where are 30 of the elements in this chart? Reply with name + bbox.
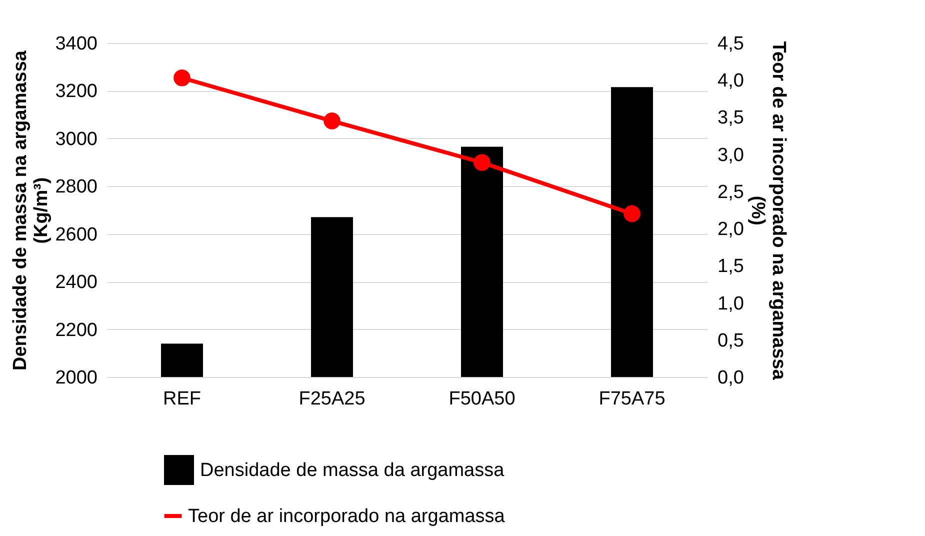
y2-tick-label: 0,0 — [718, 368, 744, 388]
point — [324, 112, 340, 130]
y2-axis-title: Teor de ar incorporado na argamassa (%) — [746, 41, 789, 380]
y2-tick-label: 1,0 — [718, 293, 744, 314]
y-tick-label: 3000 — [55, 128, 98, 150]
x-tick-label: REF — [163, 388, 201, 410]
point — [174, 69, 190, 86]
y-tick-label: 2600 — [55, 224, 98, 246]
y-axis-title: Densidade de massa na argamassa (Kg/m³) — [10, 50, 52, 371]
y2-tick-label: 2,5 — [718, 182, 744, 203]
y-tick-label: 3200 — [55, 81, 98, 102]
x-tick-label: F25A25 — [298, 388, 366, 410]
y-tick-label: 2200 — [55, 320, 98, 341]
legend-label: Densidade de massa da argamassa — [200, 460, 505, 481]
x-tick-label: F75A75 — [598, 388, 666, 410]
y-tick-label: 2800 — [55, 176, 98, 198]
y2-tick-label: 4,5 — [718, 34, 744, 54]
y-tick-label: 3400 — [55, 34, 98, 54]
y-tick-label: 2400 — [55, 272, 98, 294]
y2-tick-label: 4,0 — [718, 70, 744, 92]
y2-tick-label: 3,0 — [718, 144, 744, 166]
y2-tick-label: 2,0 — [718, 219, 744, 240]
point — [624, 205, 640, 222]
y2-tick-label: 1,5 — [718, 256, 744, 278]
point — [474, 154, 490, 171]
y-tick-label: 2000 — [55, 368, 98, 388]
legend-label: Teor de ar incorporado na argamassa — [188, 506, 506, 527]
x-tick-label: F50A50 — [448, 388, 516, 410]
y2-tick-label: 0,5 — [718, 330, 744, 352]
y2-tick-label: 3,5 — [718, 108, 744, 129]
